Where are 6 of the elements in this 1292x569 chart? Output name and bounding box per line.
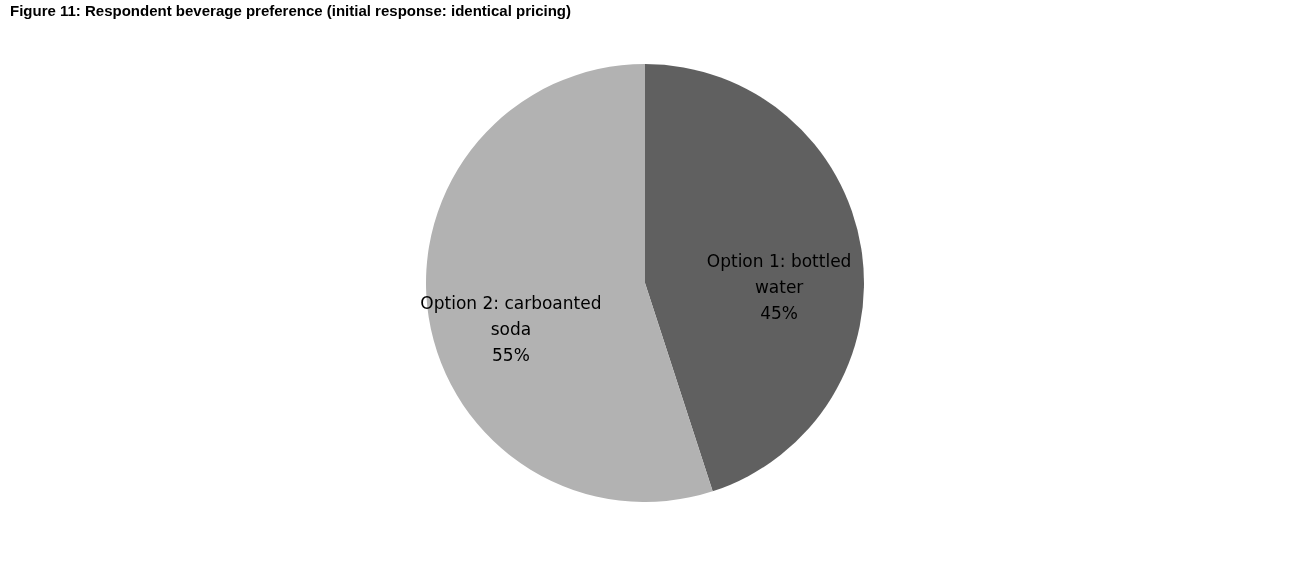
data-label: 55% [491, 345, 530, 366]
slice-label: Option 2: carboanted soda [420, 293, 602, 340]
data-label: 45% [760, 302, 799, 323]
pie-slice [645, 64, 864, 492]
text: Figure 11: Respondent beverage preference (initial response: identical pricing) [10, 2, 571, 19]
slice-label: Option 1: bottled water [706, 250, 852, 297]
